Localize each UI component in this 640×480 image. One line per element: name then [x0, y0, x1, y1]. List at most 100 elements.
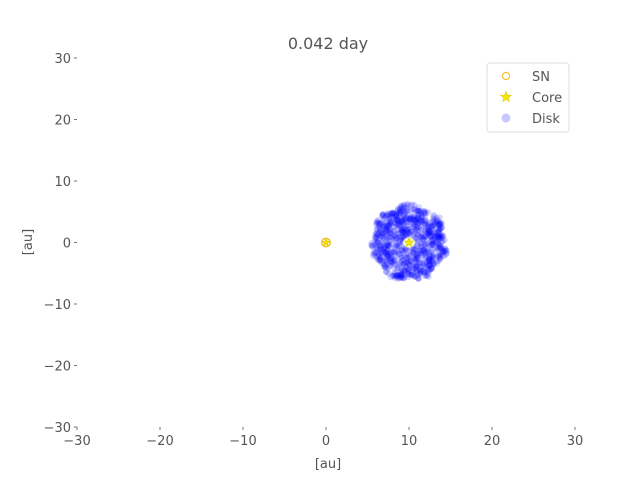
disk-point [405, 273, 412, 281]
disk-series [368, 200, 451, 282]
disk-point [398, 274, 405, 282]
disk-point [402, 229, 409, 236]
disk-point [417, 240, 424, 247]
disk-point [420, 267, 427, 274]
disk-point [399, 233, 406, 240]
disk-point [397, 259, 404, 266]
disk-point [393, 249, 400, 257]
disk-point [397, 206, 404, 214]
y-axis-label: [au] [21, 229, 36, 255]
disk-point [400, 201, 408, 209]
disk-point [436, 220, 443, 227]
disk-point [400, 207, 408, 215]
disk-point [406, 263, 414, 270]
disk-point [404, 200, 411, 208]
disk-point [443, 249, 451, 257]
disk-point [397, 271, 404, 278]
disk-point [397, 217, 404, 224]
disk-point [372, 249, 380, 257]
disk-point [435, 244, 442, 252]
disk-point [400, 202, 407, 209]
disk-point [378, 212, 386, 219]
disk-point [437, 234, 444, 242]
disk-point [441, 245, 449, 252]
disk-point [430, 233, 438, 240]
disk-point [391, 236, 398, 243]
disk-point [425, 270, 432, 277]
disk-point [386, 218, 394, 225]
disk-point [413, 250, 421, 258]
disk-point [397, 253, 405, 261]
disk-point [395, 250, 402, 258]
disk-point [412, 259, 419, 266]
disk-point [408, 259, 416, 266]
disk-point [409, 216, 417, 224]
disk-point [374, 248, 382, 255]
disk-point [413, 268, 421, 275]
disk-point [427, 265, 435, 272]
disk-point [381, 261, 388, 269]
disk-point [391, 232, 399, 240]
disk-point [435, 233, 443, 240]
disk-point [394, 272, 401, 279]
disk-point [409, 269, 417, 276]
disk-point [391, 270, 398, 278]
disk-point [401, 203, 408, 211]
disk-point [389, 237, 396, 244]
disk-point [410, 232, 417, 239]
disk-point [428, 264, 436, 271]
disk-point [435, 223, 443, 230]
disk-point [423, 272, 430, 279]
disk-point [412, 218, 420, 225]
disk-point [399, 225, 406, 232]
disk-point [387, 210, 395, 217]
disk-point [438, 224, 446, 231]
disk-point [435, 251, 442, 258]
disk-point [422, 217, 429, 225]
disk-point [429, 251, 437, 259]
disk-point [435, 229, 442, 237]
disk-point [391, 220, 399, 227]
disk-point [408, 271, 416, 278]
disk-point [393, 234, 400, 242]
disk-point [425, 262, 433, 270]
disk-point [396, 211, 403, 218]
disk-point [405, 267, 412, 274]
disk-point [414, 214, 422, 222]
disk-point [380, 260, 387, 267]
disk-point [417, 208, 425, 215]
disk-point [398, 257, 406, 264]
disk-point [387, 258, 394, 265]
disk-point [382, 255, 390, 262]
disk-point [411, 213, 419, 221]
disk-point [372, 241, 380, 249]
disk-point [428, 253, 436, 260]
disk-point [436, 226, 443, 233]
disk-point [396, 242, 403, 250]
disk-point [416, 208, 423, 215]
disk-point [403, 231, 410, 238]
disk-point [411, 212, 418, 220]
disk-point [418, 243, 425, 251]
disk-point [385, 242, 392, 249]
disk-point [381, 215, 388, 222]
disk-point [385, 242, 393, 250]
disk-point [394, 241, 401, 248]
disk-point [391, 245, 399, 252]
disk-point [404, 223, 412, 231]
disk-point [394, 230, 402, 237]
disk-point [391, 227, 398, 234]
disk-point [421, 251, 429, 259]
disk-point [431, 246, 438, 253]
disk-point [393, 216, 401, 224]
disk-point [390, 248, 398, 256]
disk-point [379, 257, 386, 265]
disk-point [397, 218, 405, 226]
disk-point [385, 219, 392, 227]
disk-point [425, 261, 432, 268]
disk-point [431, 219, 438, 226]
disk-point [413, 261, 420, 268]
y-tick-label: −30 [44, 421, 71, 436]
disk-point [412, 255, 420, 263]
disk-point [383, 235, 391, 242]
